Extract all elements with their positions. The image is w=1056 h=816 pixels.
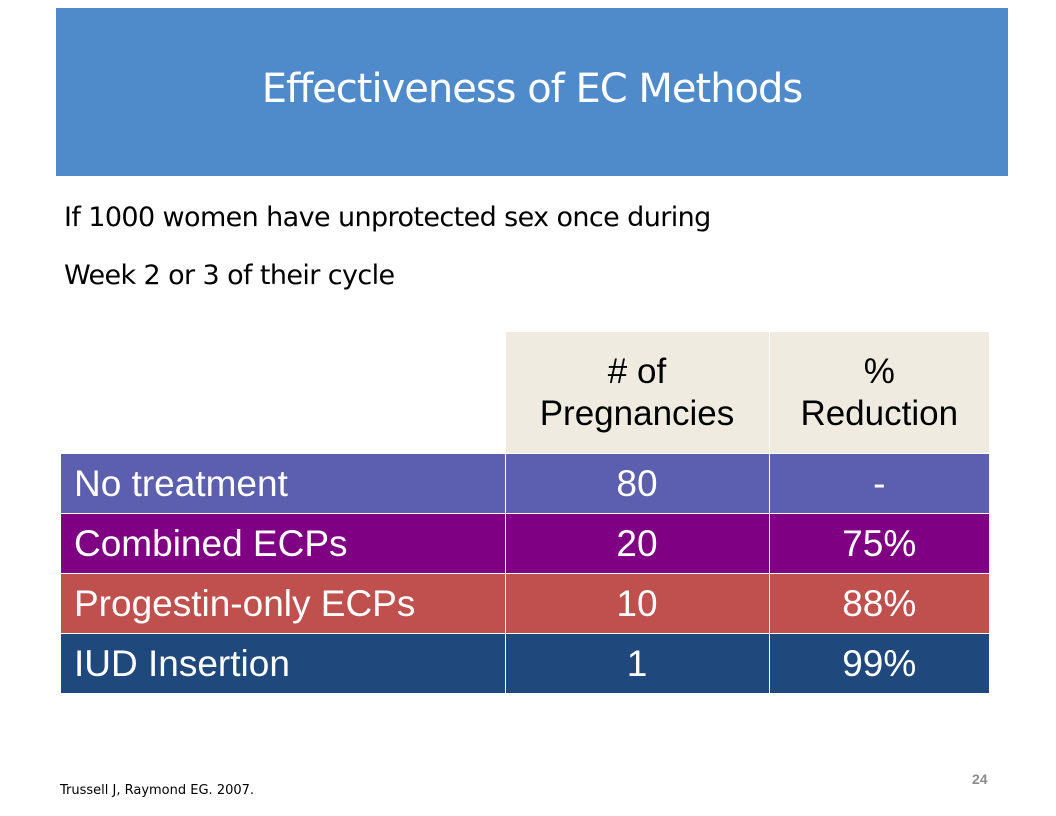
table-row-combined-ecps: Combined ECPs 20 75% (61, 513, 989, 574)
effectiveness-table: # of Pregnancies % Reduction No treatmen… (61, 332, 989, 693)
reduction-cell: 99% (768, 633, 989, 693)
method-cell: No treatment (61, 453, 505, 514)
reduction-cell: 88% (768, 573, 989, 634)
table-row-iud-insertion: IUD Insertion 1 99% (61, 633, 989, 693)
header-reduction-line-2: Reduction (800, 393, 959, 433)
slide-title: Effectiveness of EC Methods (261, 66, 804, 112)
header-reduction: % Reduction (768, 332, 989, 454)
method-cell: IUD Insertion (61, 633, 505, 693)
pregnancies-cell: 10 (504, 573, 769, 634)
pregnancies-cell: 1 (504, 633, 769, 693)
subtitle-line-1: If 1000 women have unprotected sex once … (64, 202, 711, 233)
pregnancies-cell: 20 (504, 513, 769, 574)
header-reduction-line-1: % (863, 351, 895, 391)
title-bar: Effectiveness of EC Methods (56, 8, 1008, 176)
page-number: 24 (972, 771, 988, 787)
pregnancies-cell: 80 (504, 453, 769, 514)
header-pregnancies: # of Pregnancies (504, 332, 769, 454)
header-empty-cell (61, 332, 505, 454)
table-row-no-treatment: No treatment 80 - (61, 453, 989, 514)
method-cell: Combined ECPs (61, 513, 505, 574)
reduction-cell: 75% (768, 513, 989, 574)
method-cell: Progestin-only ECPs (61, 573, 505, 634)
table-header-row: # of Pregnancies % Reduction (61, 332, 989, 454)
table-row-progestin-only-ecps: Progestin-only ECPs 10 88% (61, 573, 989, 634)
citation-footnote: Trussell J, Raymond EG. 2007. (60, 783, 255, 798)
reduction-cell: - (768, 453, 989, 514)
subtitle-line-2: Week 2 or 3 of their cycle (64, 260, 395, 291)
header-pregnancies-line-2: Pregnancies (539, 393, 735, 433)
header-pregnancies-line-1: # of (607, 351, 667, 391)
